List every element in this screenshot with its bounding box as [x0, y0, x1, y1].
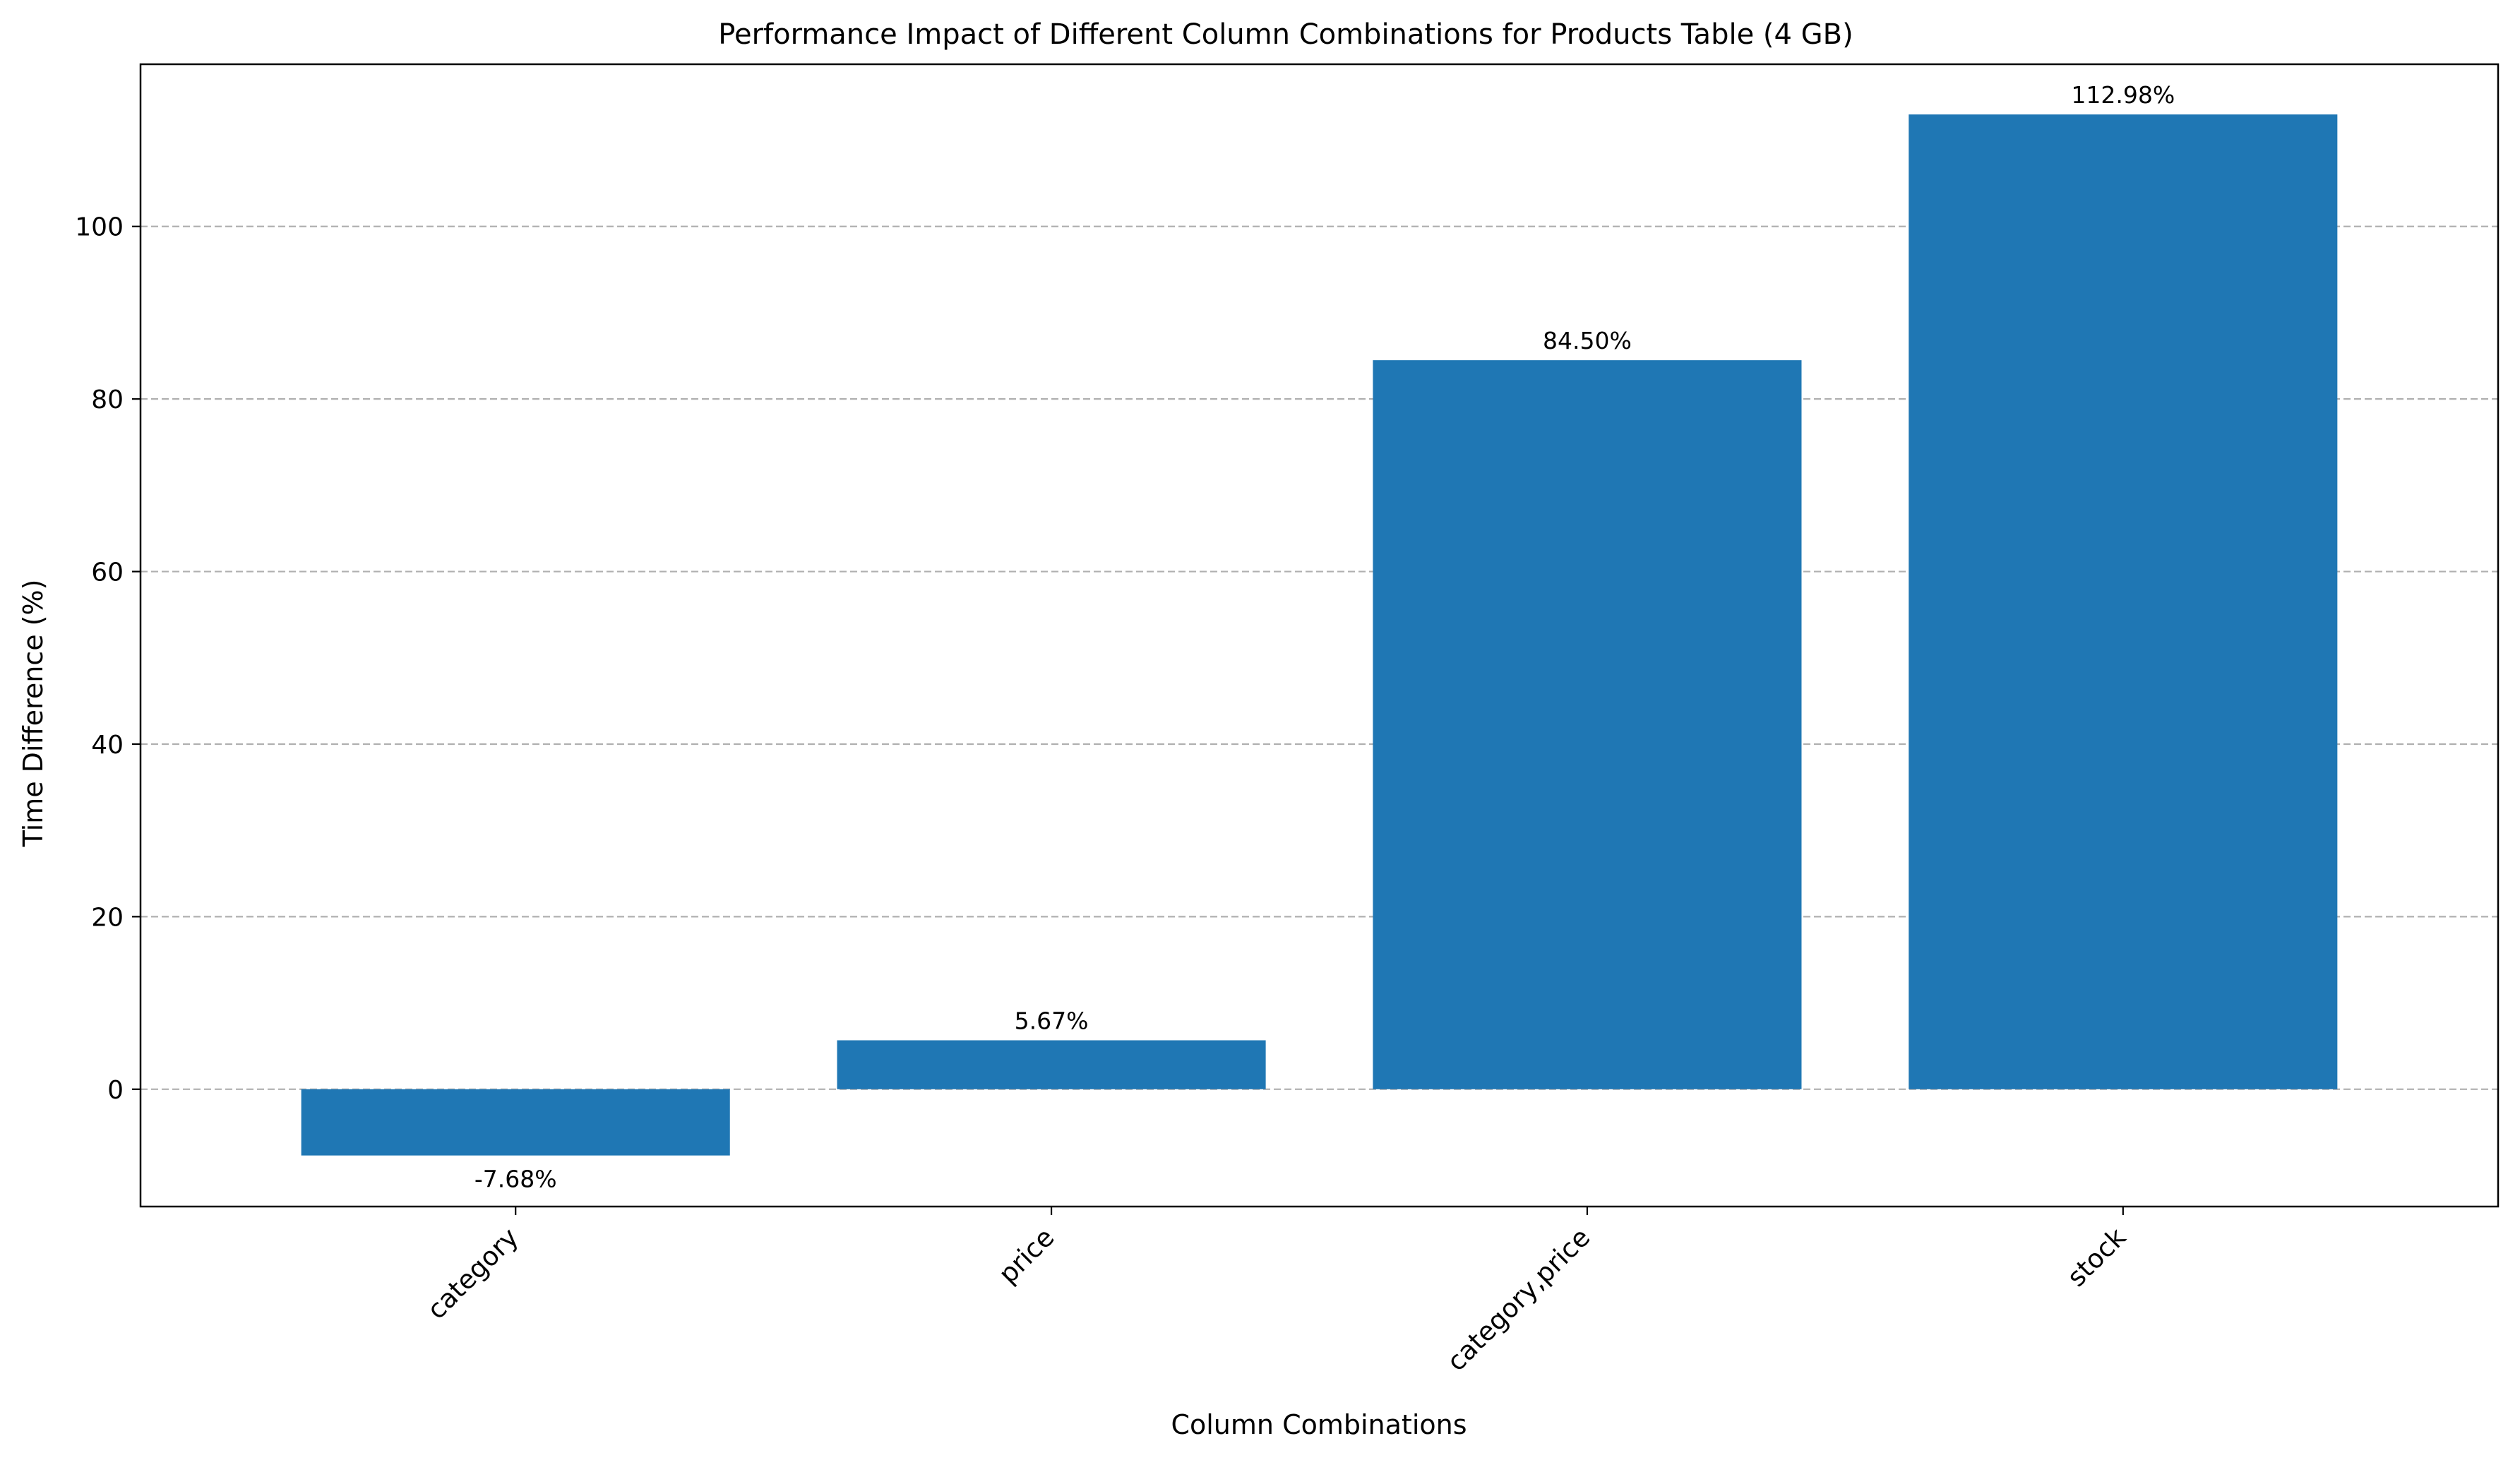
bars: [301, 114, 2338, 1156]
y-axis: 0 20 40 60 80 100: [75, 213, 141, 1105]
x-axis-title: Column Combinations: [1171, 1409, 1467, 1440]
y-tick-label: 40: [91, 731, 124, 760]
y-axis-title: Time Difference (%): [18, 580, 49, 848]
data-label: 84.50%: [1543, 327, 1632, 354]
bar: [1373, 360, 1802, 1089]
bar: [1909, 114, 2338, 1089]
y-tick-label: 60: [91, 558, 124, 587]
chart-title: Performance Impact of Different Column C…: [718, 18, 1853, 51]
data-label: 112.98%: [2071, 81, 2175, 109]
bar: [301, 1089, 730, 1156]
y-tick-label: 20: [91, 903, 124, 932]
data-labels: -7.68% 5.67% 84.50% 112.98%: [474, 81, 2175, 1193]
plot-border: [139, 63, 2500, 1208]
data-label: -7.68%: [474, 1166, 557, 1193]
y-tick-label: 80: [91, 385, 124, 414]
y-tick-label: 100: [75, 213, 124, 242]
y-tick-label: 0: [107, 1076, 124, 1105]
data-label: 5.67%: [1015, 1007, 1089, 1035]
bar: [837, 1040, 1266, 1089]
plot-frame: [139, 63, 2500, 1208]
